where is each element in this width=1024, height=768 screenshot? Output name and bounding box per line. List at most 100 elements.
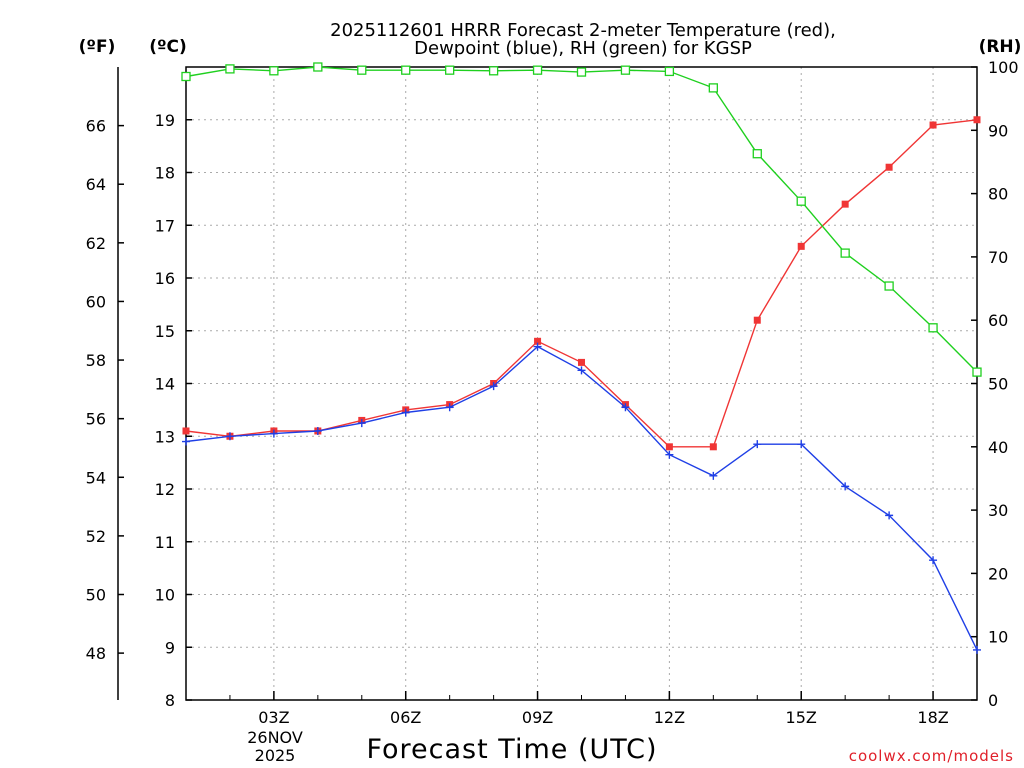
dewpoint-point (182, 437, 190, 446)
chart-title-line-2: Dewpoint (blue), RH (green) for KGSP (414, 38, 752, 59)
celsius-unit-label: (ºC) (149, 37, 187, 57)
time-tick-label: 18Z (917, 708, 948, 727)
temperature-point (929, 121, 937, 129)
rh-tick-label: 60 (988, 311, 1008, 330)
fahrenheit-tick-label: 56 (86, 410, 106, 429)
rh-ticks: 0 10 20 30 40 50 60 70 80 90 100 (971, 58, 1019, 710)
time-tick-label: 06Z (390, 708, 421, 727)
chart-title-line-1: 2025112601 HRRR Forecast 2-meter Tempera… (330, 20, 836, 41)
rh-point (313, 62, 323, 72)
date-year-label: 2025 (255, 746, 296, 765)
rh-tick-label: 80 (988, 185, 1008, 204)
rh-tick-label: 50 (988, 375, 1008, 394)
celsius-tick-label: 12 (155, 480, 175, 499)
dewpoint-point (709, 471, 718, 480)
rh-tick-label: 10 (988, 628, 1008, 647)
dewpoint-point (797, 440, 806, 449)
temperature-line (185, 119, 978, 448)
rh-tick-label: 40 (988, 438, 1008, 457)
fahrenheit-tick-label: 62 (86, 234, 106, 253)
rh-point (752, 149, 762, 159)
rh-point (884, 281, 894, 291)
dewpoint-point (445, 403, 454, 412)
temperature-series (182, 116, 981, 451)
rh-point (532, 65, 543, 75)
fahrenheit-tick-label: 60 (86, 292, 106, 311)
rh-point (225, 64, 235, 74)
dewpoint-series (182, 342, 981, 654)
fahrenheit-tick-label: 64 (86, 175, 106, 194)
dewpoint-point (533, 342, 542, 351)
celsius-tick-label: 18 (155, 164, 175, 183)
dewpoint-point (929, 556, 938, 565)
time-tick-label: 12Z (654, 708, 685, 727)
temperature-point (841, 200, 849, 208)
dewpoint-point (357, 419, 366, 428)
celsius-tick-label: 19 (155, 111, 175, 130)
temperature-point (182, 427, 190, 435)
rh-point (928, 323, 938, 333)
fahrenheit-tick-label: 52 (86, 527, 106, 546)
fahrenheit-tick-label: 66 (86, 117, 106, 136)
rh-point (840, 248, 850, 258)
rh-point (576, 67, 587, 77)
temperature-point (534, 337, 542, 345)
rh-tick-label: 70 (988, 248, 1008, 267)
rh-tick-label: 100 (988, 58, 1019, 77)
rh-point (269, 66, 279, 76)
celsius-tick-label: 15 (155, 322, 175, 341)
celsius-tick-label: 8 (165, 691, 175, 710)
fahrenheit-ticks: 48 50 52 54 56 58 60 62 64 66 (86, 117, 124, 663)
fahrenheit-tick-label: 48 (86, 644, 106, 663)
rh-point (620, 65, 631, 75)
fahrenheit-tick-label: 50 (86, 586, 106, 605)
dewpoint-line (185, 345, 978, 651)
series-layer (181, 62, 982, 654)
temperature-point (797, 242, 805, 250)
dewpoint-point (225, 432, 234, 441)
dewpoint-point (973, 645, 981, 654)
rh-tick-label: 90 (988, 121, 1008, 140)
dewpoint-point (885, 511, 894, 520)
celsius-tick-label: 13 (155, 427, 175, 446)
temperature-point (753, 316, 761, 324)
temperature-point (578, 358, 585, 366)
fahrenheit-tick-label: 58 (86, 351, 106, 370)
fahrenheit-unit-label: (ºF) (79, 37, 116, 57)
temperature-point (665, 443, 673, 451)
temperature-point (709, 443, 717, 451)
fahrenheit-tick-label: 54 (86, 468, 106, 487)
celsius-tick-label: 10 (155, 586, 175, 605)
rh-point (445, 65, 455, 75)
rh-point (796, 196, 806, 206)
dewpoint-point (665, 450, 674, 459)
rh-point (181, 71, 191, 82)
temperature-point (973, 116, 981, 124)
rh-point (401, 65, 411, 75)
dewpoint-point (753, 440, 762, 449)
dewpoint-point (269, 429, 278, 438)
rh-point (488, 66, 499, 76)
gridlines (186, 67, 977, 701)
credit-label: coolwx.com/models (849, 747, 1014, 765)
celsius-tick-label: 17 (155, 216, 175, 235)
date-day-label: 26NOV (247, 728, 303, 747)
rh-point (357, 65, 367, 75)
celsius-tick-label: 11 (155, 533, 175, 552)
time-tick-label: 03Z (258, 708, 289, 727)
rh-tick-label: 30 (988, 501, 1008, 520)
dewpoint-point (401, 408, 410, 417)
rh-tick-label: 20 (988, 564, 1008, 583)
time-ticks: 03Z 06Z 09Z 12Z 15Z 18Z (185, 691, 978, 727)
rh-series (181, 62, 982, 377)
rh-point (708, 83, 718, 93)
temperature-point (885, 163, 893, 171)
x-axis-title: Forecast Time (UTC) (366, 734, 657, 765)
celsius-tick-label: 14 (155, 375, 175, 394)
time-tick-label: 09Z (522, 708, 553, 727)
celsius-tick-label: 16 (155, 269, 175, 288)
dewpoint-point (313, 426, 322, 435)
dewpoint-point (577, 366, 586, 375)
dewpoint-point (841, 482, 850, 491)
